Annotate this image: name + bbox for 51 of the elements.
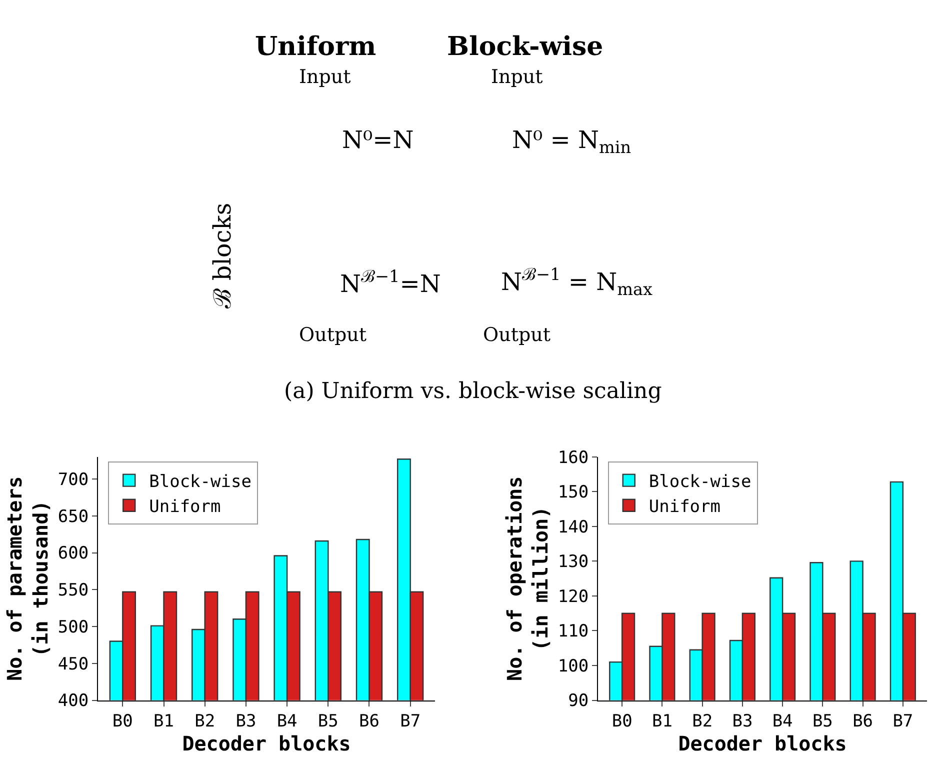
- text: Uniform: [255, 32, 376, 62]
- text: N⁰ = N$_{min}$: [512, 126, 632, 158]
- x-tick-label: B4: [276, 712, 298, 732]
- y-tick-label: 500: [58, 617, 89, 638]
- y-tick-label: 100: [558, 656, 589, 676]
- y-tick-label: 90: [568, 691, 589, 712]
- y-tick-label: 120: [558, 586, 589, 607]
- y-tick-label: 550: [58, 580, 89, 601]
- x-tick-label: B7: [892, 712, 914, 732]
- x-tick-label: B0: [112, 712, 133, 732]
- text: Input: [491, 66, 544, 88]
- text: ℬ blocks: [208, 202, 237, 308]
- text: Output: [483, 324, 551, 346]
- text: N$^{ℬ−1}$ = N$_{max}$: [501, 264, 654, 300]
- x-tick-label: B3: [236, 712, 256, 732]
- y-tick-label: 140: [558, 517, 589, 538]
- x-tick-label: B5: [812, 712, 833, 732]
- legend-label: Block-wise: [648, 472, 752, 492]
- y-tick-label: 650: [58, 506, 89, 527]
- y-tick-label: 130: [558, 552, 589, 572]
- legend-label: Uniform: [149, 497, 221, 518]
- y-tick-label: 700: [58, 470, 89, 490]
- x-tick-label: B7: [400, 712, 421, 732]
- y-tick-label: 150: [558, 482, 589, 503]
- x-tick-label: B6: [852, 712, 874, 732]
- y-tick-label: 600: [58, 544, 89, 564]
- y-tick-label: 400: [58, 691, 89, 712]
- text: N⁰=N: [342, 126, 414, 154]
- legend-label: Block-wise: [149, 472, 252, 492]
- x-axis-title: Decoder blocks: [182, 732, 351, 756]
- text: Input: [299, 66, 352, 88]
- x-tick-label: B3: [732, 712, 753, 732]
- x-tick-label: B4: [772, 712, 793, 732]
- y-axis-title: No. of operations (in million): [502, 476, 552, 681]
- y-axis-title: No. of parameters (in thousand): [2, 476, 52, 681]
- x-tick-label: B2: [194, 712, 216, 732]
- x-tick-label: B1: [652, 712, 672, 732]
- text: Output: [299, 324, 367, 346]
- y-tick-label: 450: [58, 654, 89, 674]
- x-axis-title: Decoder blocks: [678, 732, 847, 756]
- x-tick-label: B2: [692, 712, 713, 732]
- text: N$^{ℬ−1}$=N: [340, 266, 441, 298]
- y-tick-label: 110: [558, 622, 589, 642]
- x-tick-label: B5: [318, 712, 338, 732]
- text: (a) Uniform vs. block-wise scaling: [284, 379, 662, 404]
- x-tick-label: B1: [154, 712, 174, 732]
- text: Block-wise: [447, 32, 604, 62]
- legend-label: Uniform: [648, 497, 721, 518]
- x-tick-label: B0: [612, 712, 632, 732]
- x-tick-label: B6: [359, 712, 380, 732]
- y-tick-label: 160: [558, 448, 589, 468]
